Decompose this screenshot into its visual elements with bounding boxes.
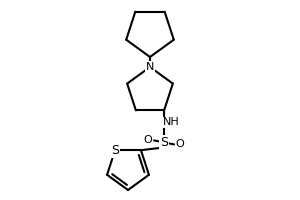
Text: NH: NH [163,117,179,127]
Text: O: O [176,139,184,149]
Text: S: S [160,136,168,149]
Text: N: N [146,62,154,72]
Text: S: S [111,144,119,157]
Text: O: O [144,135,152,145]
